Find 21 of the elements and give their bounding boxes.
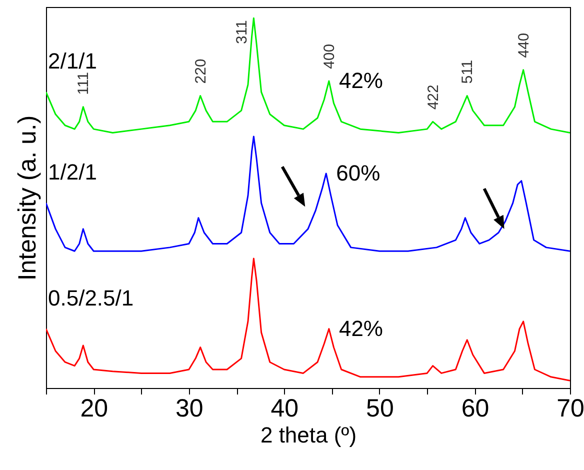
annotation: 440 bbox=[515, 32, 532, 58]
annotation: 60% bbox=[336, 160, 380, 186]
annotation: 422 bbox=[424, 84, 442, 110]
x-tick-label: 40 bbox=[270, 394, 299, 422]
annotation: 311 bbox=[234, 20, 251, 44]
annotation: 220 bbox=[192, 58, 210, 84]
series-label: 0.5/2.5/1 bbox=[48, 285, 134, 310]
annotation: 511 bbox=[459, 60, 476, 84]
x-tick-label: 70 bbox=[556, 394, 584, 422]
annotation: 42% bbox=[338, 316, 384, 341]
y-axis-title: Intensity (a. u.) bbox=[14, 115, 42, 281]
x-tick-label: 30 bbox=[176, 394, 204, 422]
annotation: 400 bbox=[320, 44, 338, 69]
x-tick-label: 50 bbox=[366, 394, 394, 422]
series-label: 1/2/1 bbox=[48, 160, 97, 185]
x-axis-title: 2 theta (º) bbox=[260, 422, 357, 448]
x-tick-label: 20 bbox=[80, 394, 108, 422]
annotation: 111 bbox=[75, 72, 92, 95]
series-label: 2/1/1 bbox=[48, 48, 97, 74]
annotation: 42% bbox=[338, 68, 384, 93]
x-tick-label: 60 bbox=[461, 394, 490, 422]
